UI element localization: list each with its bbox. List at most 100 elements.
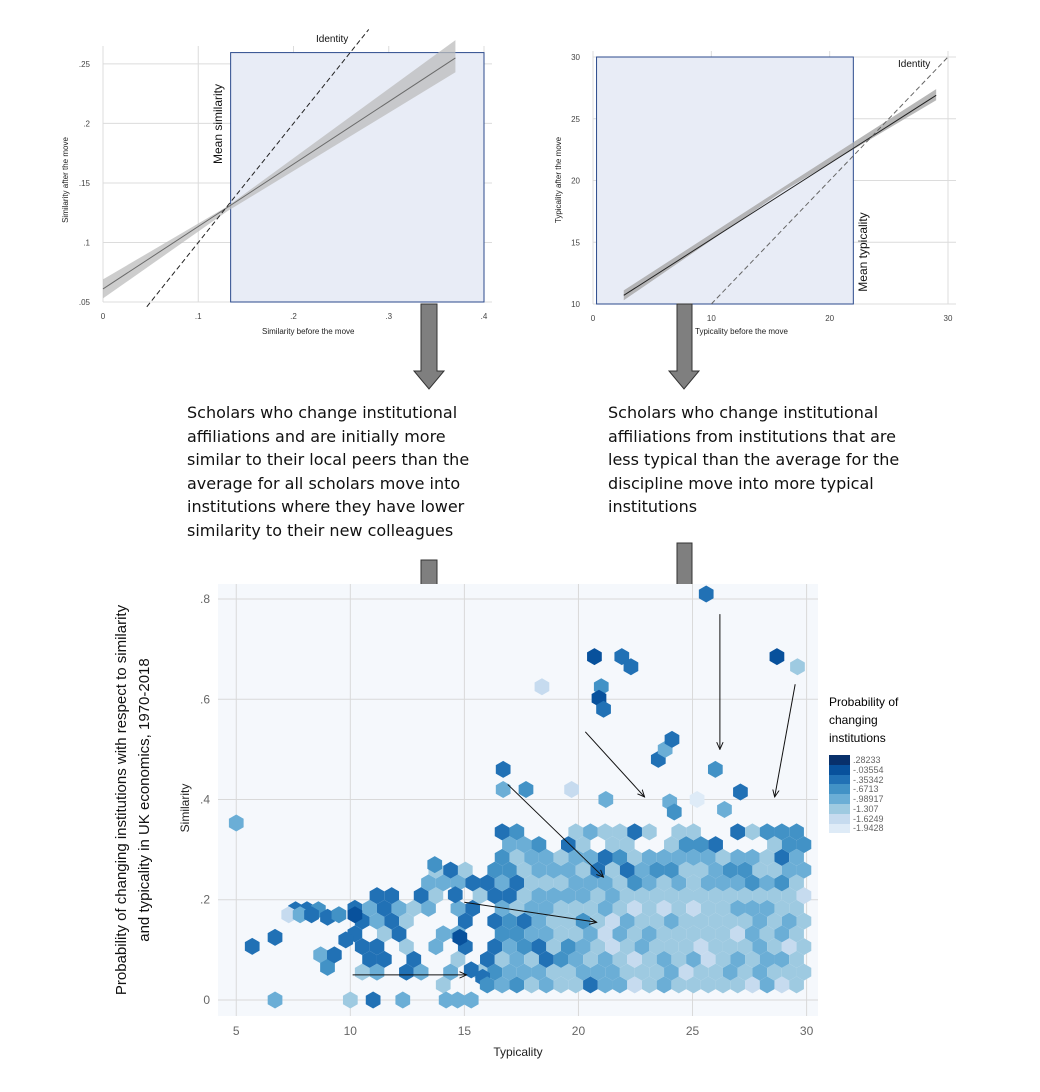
hex-bin: [656, 950, 672, 968]
hex-bin: [619, 887, 635, 905]
hex-bin: [641, 899, 657, 917]
hex-bin: [641, 848, 657, 866]
panel-typicality: 0 10 20 30 10 15 20 25 30 Typicality before the…: [554, 51, 956, 336]
hex-bin: [737, 861, 753, 879]
hex-bin: [354, 963, 370, 981]
hex-bin: [715, 874, 731, 892]
hex-bin: [376, 925, 392, 943]
hex-bin: [693, 861, 709, 879]
hex-bin: [435, 976, 451, 994]
y-tick-label: .8: [200, 592, 210, 606]
hex-bin: [789, 899, 804, 917]
hex-bin: [516, 836, 532, 854]
hex-bin: [619, 912, 635, 930]
hex-bin: [730, 976, 746, 994]
hex-bin: [627, 925, 642, 943]
hex-bin: [362, 899, 377, 917]
y-tick-label: .1: [83, 238, 90, 247]
hex-bin: [722, 912, 738, 930]
hex-bin: [715, 925, 731, 943]
hex-bin: [575, 887, 591, 905]
caption-right-line: less typical than the average for the: [608, 450, 900, 469]
hex-bin: [472, 887, 488, 905]
y-tick-label: 0: [203, 993, 210, 1007]
hex-bin: [774, 976, 790, 994]
hex-bin: [399, 912, 414, 930]
hex-bin: [759, 899, 775, 917]
hex-bin: [457, 861, 473, 879]
hex-bin: [745, 976, 760, 994]
hex-bin: [708, 912, 723, 930]
hex-bin: [745, 823, 760, 841]
hex-bin: [313, 946, 329, 964]
y-tick-label: 10: [571, 300, 580, 309]
hex-bin: [707, 760, 723, 778]
hex-bin: [583, 899, 598, 917]
hex-bin: [538, 925, 554, 943]
typicality-x-axis-label: Typicality before the move: [695, 327, 788, 336]
legend-rows: .28233 -.03554 -.35342 -.6713 -.98917 -1.307-…: [829, 755, 919, 833]
x-tick-label: 0: [591, 314, 596, 323]
legend-swatch: [829, 755, 850, 765]
y-tick-label: .4: [200, 792, 210, 806]
hex-bin: [531, 938, 547, 956]
legend-swatch: [829, 803, 850, 814]
hex-bin: [564, 780, 579, 798]
x-tick-label: 20: [825, 314, 834, 323]
hex-bin: [759, 848, 775, 866]
hex-bin: [733, 783, 748, 801]
hex-bin: [590, 938, 606, 956]
hex-bin: [678, 887, 694, 905]
heatmap-y-tick-labels: 0 .2 .4 .6 .8: [200, 592, 210, 1007]
hex-bin: [479, 976, 495, 994]
hex-bin: [561, 887, 576, 905]
hex-bin: [494, 823, 510, 841]
hex-bin: [789, 874, 804, 892]
hex-bin: [708, 963, 723, 981]
hex-bin: [228, 814, 244, 832]
legend-label: .28233: [853, 754, 881, 765]
heatmap-title-line-2: and typicality in UK economics, 1970-201…: [136, 658, 153, 942]
heatmap-y-axis-label: Similarity: [178, 784, 192, 833]
hex-bin: [789, 848, 804, 866]
hex-bin: [447, 886, 463, 904]
hex-bin: [759, 823, 775, 841]
x-tick-label: .3: [385, 312, 392, 321]
hex-bin: [605, 963, 620, 981]
hex-bin: [752, 912, 768, 930]
hex-bin: [531, 836, 547, 854]
hex-bin: [509, 950, 525, 968]
y-tick-label: 20: [571, 177, 580, 186]
hex-bin: [664, 912, 679, 930]
y-tick-label: .05: [79, 298, 91, 307]
hex-bin: [767, 912, 782, 930]
hex-bin: [664, 887, 679, 905]
hex-bin: [789, 925, 804, 943]
legend-label: -.35342: [853, 774, 884, 785]
hex-bin: [568, 925, 584, 943]
x-tick-label: 10: [344, 1024, 358, 1038]
hex-bin: [796, 938, 812, 956]
hex-bin: [759, 925, 775, 943]
mean-typicality-box: [596, 56, 854, 305]
hex-bin: [480, 950, 495, 968]
hex-bin: [767, 963, 782, 981]
hex-bin: [534, 678, 550, 696]
hex-bin: [789, 976, 804, 994]
hex-bin: [737, 887, 753, 905]
hex-bin: [518, 780, 534, 798]
y-tick-label: 25: [571, 115, 580, 124]
hex-bin: [538, 899, 554, 917]
hex-bin: [292, 906, 308, 924]
hex-bin: [516, 963, 532, 981]
hex-bin: [281, 906, 297, 924]
hex-bin: [502, 938, 517, 956]
hex-bin: [722, 938, 738, 956]
legend-swatch: [829, 823, 850, 834]
hex-bin: [561, 861, 576, 879]
hex-bin: [509, 899, 525, 917]
hex-bin: [781, 887, 797, 905]
panel-similarity: 0 .1 .2 .3 .4 .05 .1 .15 .2 .25 Similarity befor…: [61, 29, 492, 336]
similarity-y-tick-labels: .05 .1 .15 .2 .25: [79, 60, 91, 307]
